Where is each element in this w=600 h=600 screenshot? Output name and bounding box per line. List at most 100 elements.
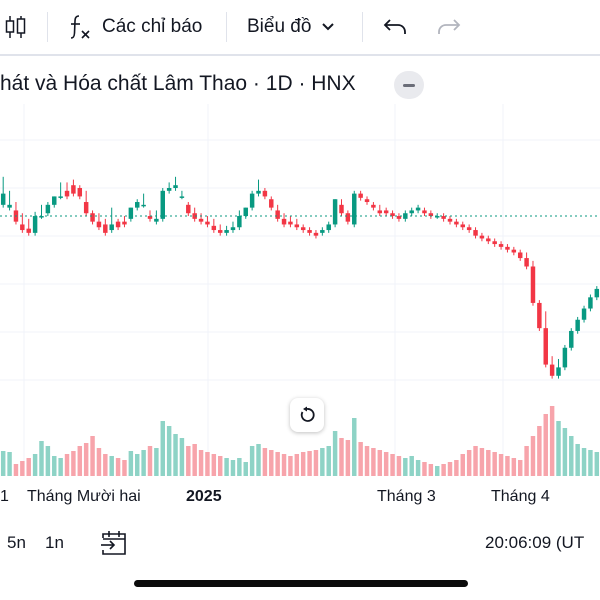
volume-bar <box>154 448 159 476</box>
bottom-toolbar: 5n 1n 20:06:09 (UT <box>0 520 600 566</box>
chart-type-dropdown[interactable]: Biểu đồ <box>247 0 335 54</box>
candle-body <box>45 204 51 214</box>
volume-bar <box>486 450 491 476</box>
candle-body <box>441 216 446 219</box>
volume-bar <box>505 456 510 476</box>
candle-body <box>415 207 421 211</box>
candle-body <box>581 308 587 320</box>
candle-body <box>352 193 357 225</box>
x-axis-tick-label: 2025 <box>186 488 222 505</box>
volume-bar <box>454 460 459 476</box>
volume-bar <box>96 448 102 476</box>
candle-body <box>575 319 580 331</box>
candle-body <box>154 218 159 222</box>
candle-body <box>358 193 363 198</box>
volume-bar <box>530 436 536 476</box>
candle-body <box>90 213 95 222</box>
volume-bar <box>313 450 319 476</box>
legend-collapse-button[interactable] <box>394 71 424 99</box>
volume-bar <box>281 454 287 476</box>
volume-bar <box>345 440 351 476</box>
candle-body <box>466 227 472 231</box>
candle-body <box>383 210 389 214</box>
volume-bar <box>109 456 114 476</box>
reset-icon <box>300 406 315 422</box>
volume-bar <box>339 438 344 476</box>
candle-body <box>517 252 523 259</box>
volume-bar <box>300 452 306 476</box>
goto-date-button[interactable] <box>100 520 128 566</box>
candle-body <box>217 230 223 233</box>
candle-body <box>173 185 178 189</box>
candle-body <box>396 216 402 219</box>
candle-body <box>530 266 536 303</box>
indicators-button[interactable]: Các chỉ báo <box>68 0 202 54</box>
candle-body <box>307 230 312 233</box>
symbol-title: hát và Hóa chất Lâm Thao · 1D · HNX <box>0 72 356 95</box>
candle-body <box>224 230 229 233</box>
volume-bar <box>224 458 229 476</box>
volume-bar <box>217 456 223 476</box>
candle-body <box>243 207 248 217</box>
x-axis-tick-label: Tháng 3 <box>377 488 436 505</box>
undo-icon <box>383 19 406 34</box>
candle-body <box>364 199 370 203</box>
volume-bar <box>58 458 63 476</box>
volume-bar <box>422 462 427 476</box>
undo-button[interactable] <box>382 0 408 54</box>
candle-body <box>230 227 236 231</box>
candle-body <box>32 216 38 233</box>
candle-body <box>128 207 134 219</box>
volume-bar <box>166 426 172 476</box>
chart-style-button[interactable] <box>4 0 26 54</box>
volume-bar <box>326 446 331 476</box>
candle-body <box>294 224 300 228</box>
volume-bar <box>237 458 242 476</box>
x-axis-tick-label: Tháng 4 <box>491 488 550 505</box>
candle-body <box>198 218 204 222</box>
reset-chart-button[interactable] <box>290 398 324 432</box>
redo-icon <box>438 19 461 34</box>
volume-bar <box>77 446 83 476</box>
volume-bar <box>26 458 31 476</box>
volume-bar <box>160 421 165 476</box>
volume-bar <box>39 441 44 476</box>
x-axis-tick-label: 1 <box>0 488 9 505</box>
volume-bar <box>249 446 255 476</box>
volume-bar <box>32 454 38 476</box>
volume-bar <box>569 436 574 476</box>
volume-bar <box>332 431 338 476</box>
volume-bar <box>460 454 465 476</box>
candle-body <box>186 204 191 214</box>
top-toolbar: Các chỉ báo Biểu đồ <box>0 0 600 56</box>
symbol-legend[interactable]: hát và Hóa chất Lâm Thao · 1D · HNX <box>0 64 356 104</box>
candle-body <box>300 227 306 231</box>
candle-body <box>288 221 293 225</box>
volume-bar <box>383 452 389 476</box>
range-1y-button[interactable]: 1n <box>45 533 64 552</box>
volume-bar <box>498 454 504 476</box>
volume-bar <box>307 451 312 476</box>
candle-body <box>275 210 280 219</box>
volume-bar <box>479 448 485 476</box>
redo-button[interactable] <box>436 0 462 54</box>
calendar-arrow-icon <box>101 531 126 555</box>
candle-body <box>147 216 153 219</box>
candle-body <box>0 193 6 205</box>
candle-body <box>249 193 255 208</box>
toolbar-divider <box>47 12 48 42</box>
toolbar-divider <box>362 12 363 42</box>
price-chart[interactable] <box>0 104 600 480</box>
volume-bar <box>473 446 478 476</box>
volume-bar <box>358 442 363 476</box>
candle-body <box>549 364 555 376</box>
volume-bar <box>396 456 402 476</box>
candle-body <box>141 204 146 207</box>
volume-bar <box>492 452 497 476</box>
volume-bar <box>517 460 523 476</box>
volume-bar <box>13 464 19 476</box>
volume-bar <box>52 456 57 476</box>
candle-body <box>313 232 319 236</box>
range-5y-button[interactable]: 5n <box>7 533 26 552</box>
volume-bar <box>71 451 76 476</box>
